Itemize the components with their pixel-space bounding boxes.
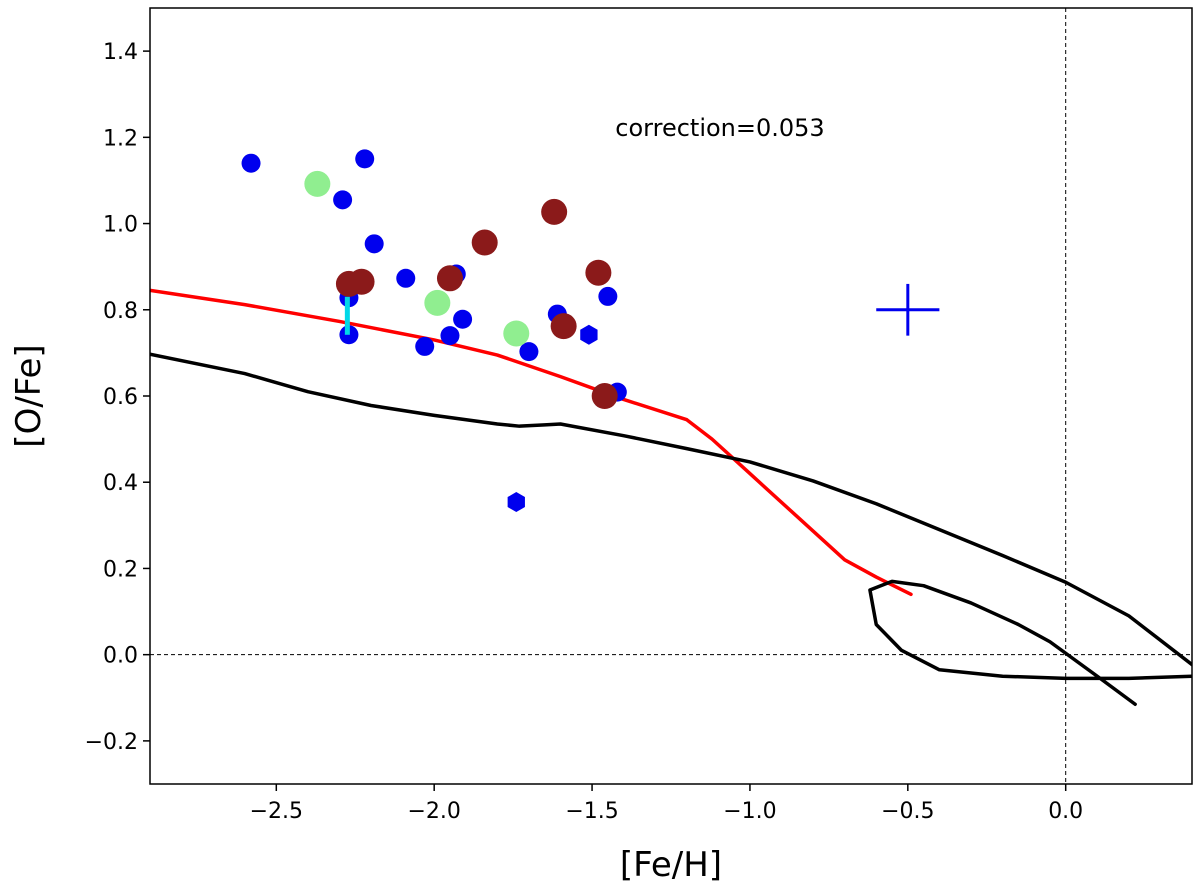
data-point <box>503 320 530 347</box>
y-tick-label: 1.4 <box>103 40 138 65</box>
chart-annotation: correction=0.053 <box>615 114 824 142</box>
y-axis-label: [O/Fe] <box>9 344 49 447</box>
y-tick-label: 0.2 <box>103 557 138 582</box>
x-axis-label: [Fe/H] <box>620 845 722 885</box>
x-tick-label: 0.0 <box>1048 799 1083 824</box>
data-point <box>453 309 473 329</box>
y-tick-label: 1.2 <box>103 126 138 151</box>
hexagon-point <box>507 492 525 513</box>
x-tick-label: −2.5 <box>250 799 303 824</box>
data-point <box>436 265 463 292</box>
y-tick-label: 0.4 <box>103 471 138 496</box>
series-line-8 <box>868 579 1192 706</box>
data-point <box>585 259 612 286</box>
x-tick-label: −0.5 <box>881 799 934 824</box>
data-point <box>364 234 384 254</box>
x-tick-label: −1.0 <box>723 799 776 824</box>
data-point <box>355 149 375 169</box>
data-point <box>241 153 261 173</box>
y-tick-label: 0.6 <box>103 385 138 410</box>
y-tick-label: −0.2 <box>85 730 138 755</box>
series-line-6 <box>150 288 913 597</box>
data-point <box>598 286 618 306</box>
data-point <box>591 383 618 409</box>
y-tick-label: 0.0 <box>103 644 138 669</box>
data-point <box>550 313 577 340</box>
data-point <box>333 190 353 210</box>
data-point <box>471 229 498 256</box>
data-point <box>396 268 416 288</box>
data-point <box>304 170 331 197</box>
x-tick-label: −1.5 <box>565 799 618 824</box>
data-point <box>440 326 460 346</box>
x-tick-label: −2.0 <box>407 799 460 824</box>
hexagon-point <box>580 324 598 345</box>
data-point <box>348 268 375 295</box>
data-point <box>519 342 539 362</box>
data-point <box>541 198 568 225</box>
data-point <box>415 336 435 356</box>
data-point <box>424 289 451 316</box>
y-tick-label: 1.0 <box>103 213 138 238</box>
series-line-7 <box>150 352 1192 667</box>
y-tick-label: 0.8 <box>103 299 138 324</box>
